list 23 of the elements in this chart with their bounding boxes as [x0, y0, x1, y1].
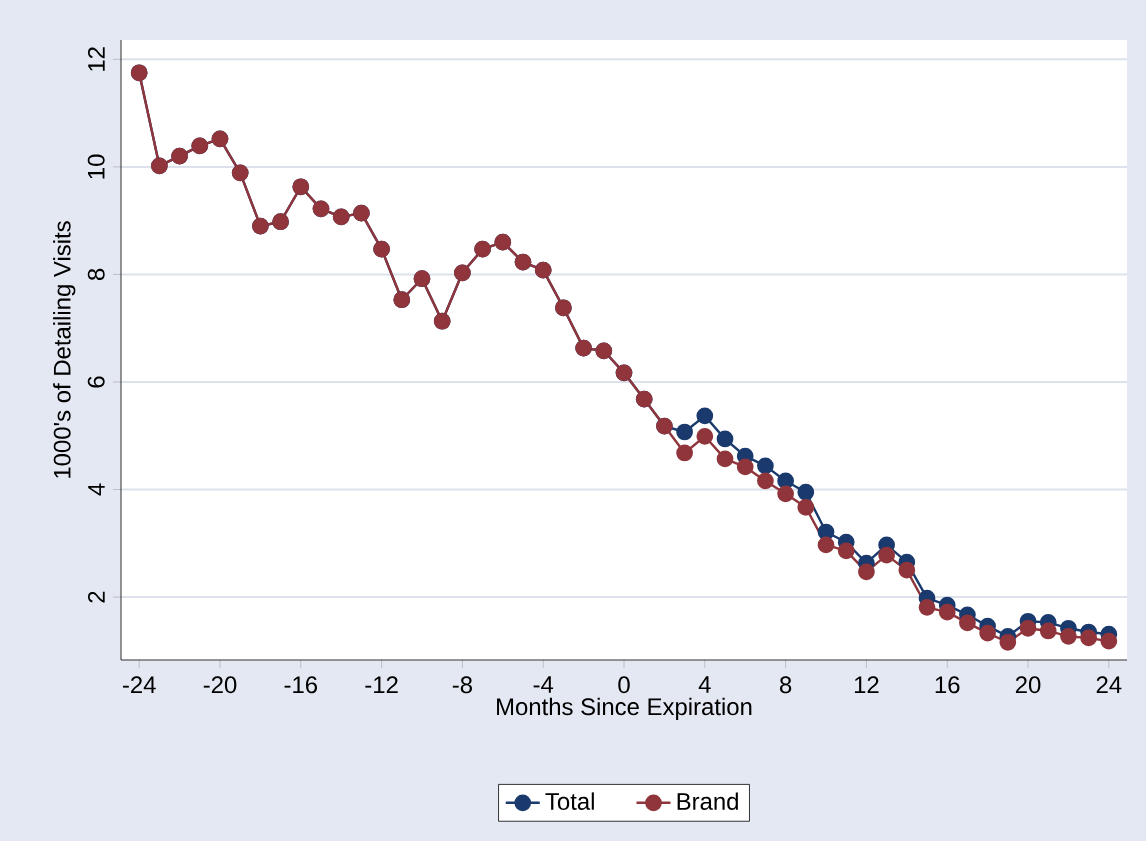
x-tick-label: 16 — [935, 676, 960, 694]
x-tick-label: 8 — [780, 676, 792, 694]
y-tick-label: 10 — [87, 154, 105, 179]
x-tick-label: 4 — [698, 676, 711, 693]
legend-label: Total — [545, 792, 594, 810]
x-tick-label: -4 — [533, 676, 554, 693]
y-tick-label: 4 — [88, 483, 105, 496]
x-tick-label: -16 — [284, 676, 318, 694]
x-tick-label: -24 — [122, 676, 156, 694]
y-tick-label: 8 — [87, 268, 105, 281]
x-axis-title: Months Since Expiration — [497, 697, 752, 720]
x-tick-label: -8 — [452, 676, 472, 694]
y-tick-label: 12 — [87, 47, 105, 71]
x-tick-label: 24 — [1096, 676, 1122, 694]
x-tick-label: 0 — [618, 676, 630, 694]
x-tick-label: 20 — [1015, 676, 1041, 694]
y-tick-label: 6 — [87, 376, 105, 388]
y-tick-label: 2 — [87, 591, 105, 603]
legend-label: Brand — [677, 792, 738, 810]
x-tick-label: -12 — [365, 676, 398, 694]
x-tick-label: -20 — [203, 676, 237, 694]
y-axis-title: 1000's of Detailing Visits — [53, 221, 76, 478]
x-tick-label: 12 — [854, 676, 879, 694]
